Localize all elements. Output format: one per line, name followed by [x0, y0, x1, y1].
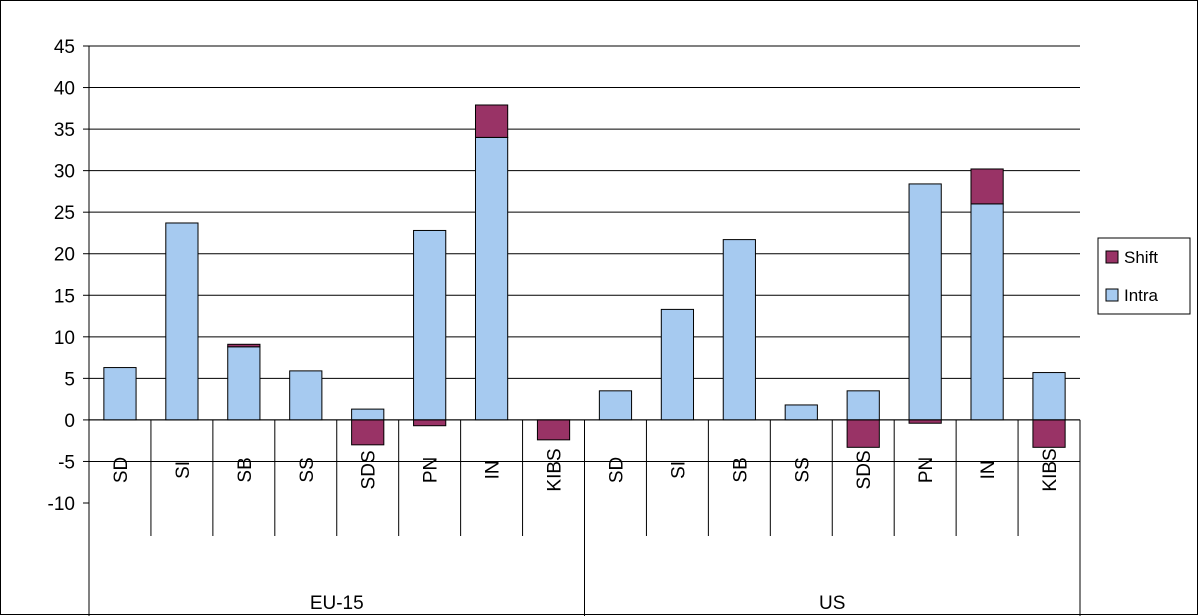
category-label: PN: [421, 457, 442, 483]
bar-intra: [413, 229, 447, 421]
y-tick-label: 10: [54, 328, 75, 349]
y-tick-label: 15: [54, 286, 75, 307]
bar-intra: [722, 239, 756, 421]
bar-intra: [1032, 372, 1066, 421]
bar-shift: [413, 419, 447, 427]
category-label: SI: [173, 461, 194, 479]
category-label: SB: [235, 457, 256, 482]
legend-label: Shift: [1124, 248, 1158, 267]
y-tick-label: -5: [58, 452, 75, 473]
category-label: SDS: [854, 450, 875, 489]
y-tick-label: 0: [64, 411, 75, 432]
category-label: IN: [978, 460, 999, 479]
y-tick-label: 25: [54, 203, 75, 224]
category-label: IN: [483, 460, 504, 479]
bar-shift: [227, 343, 261, 348]
group-label: EU-15: [310, 593, 364, 614]
legend-swatch: [1105, 288, 1119, 302]
bar-shift: [351, 419, 385, 446]
bar-shift: [970, 168, 1004, 205]
category-label: SI: [668, 461, 689, 479]
y-tick-label: 45: [54, 37, 75, 58]
bar-shift: [474, 104, 509, 138]
bar-intra: [289, 370, 323, 421]
y-tick-label: 35: [54, 120, 75, 141]
axes: 45 40 35 30 25 20 15 10 5 0 -5 -10 SD SI SB SS SDS PN IN KI…: [48, 37, 1081, 616]
y-tick-label: -10: [48, 494, 75, 515]
bar-shift: [846, 419, 880, 448]
bar-intra: [165, 222, 199, 421]
bar-intra: [970, 203, 1004, 421]
bar-intra: [103, 367, 137, 421]
bar-intra: [908, 183, 942, 421]
category-label: SD: [111, 457, 132, 483]
category-label: SS: [792, 457, 813, 482]
legend-swatch: [1105, 250, 1119, 264]
y-tick-label: 5: [64, 369, 75, 390]
legend: Shift Intra: [1097, 237, 1191, 315]
bar-intra: [660, 308, 695, 421]
category-label: SDS: [359, 450, 380, 489]
bar-intra: [351, 408, 385, 421]
bar-shift: [1032, 419, 1066, 448]
bar-intra: [784, 404, 818, 421]
bars: [103, 104, 1066, 448]
bar-intra: [846, 390, 880, 421]
y-tick-label: 30: [54, 162, 75, 183]
bar-shift: [536, 419, 571, 441]
bar-intra: [227, 346, 261, 421]
bar-intra: [598, 390, 633, 421]
category-label: KIBS: [1040, 448, 1061, 491]
y-tick-label: 40: [54, 79, 75, 100]
legend-label: Intra: [1124, 286, 1159, 305]
y-tick-label: 20: [54, 245, 75, 266]
category-label: SD: [606, 457, 627, 483]
category-label: SB: [730, 457, 751, 482]
category-label: PN: [916, 457, 937, 483]
category-label: SS: [297, 457, 318, 482]
category-label: KIBS: [545, 448, 566, 491]
group-label: US: [819, 593, 845, 614]
bar-intra: [474, 136, 509, 421]
